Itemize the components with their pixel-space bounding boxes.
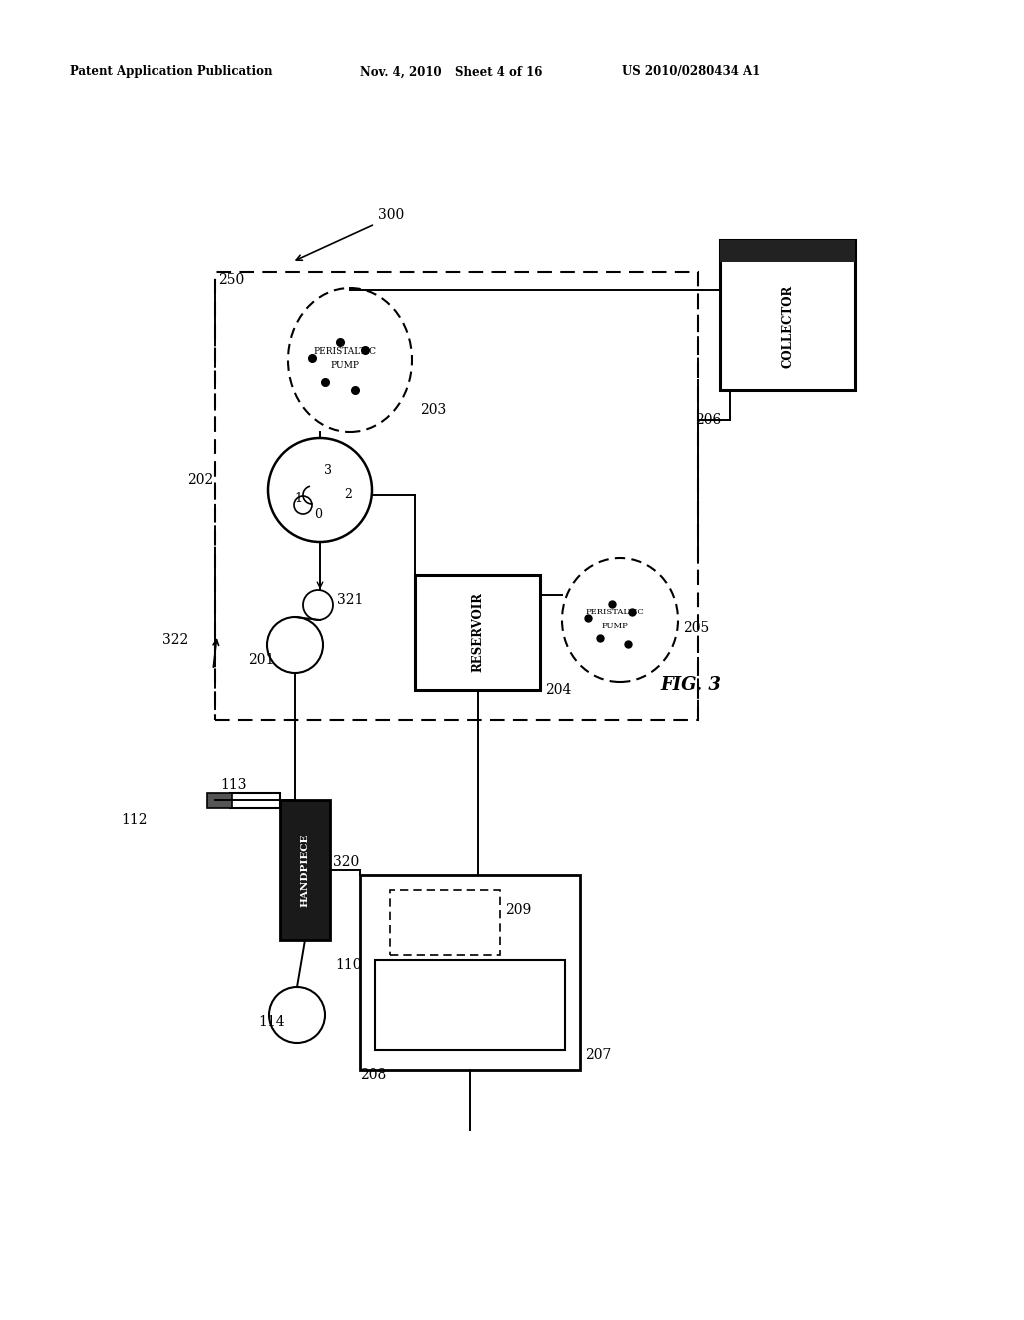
Text: 204: 204 bbox=[545, 682, 571, 697]
Text: 0: 0 bbox=[314, 508, 322, 521]
Text: Nov. 4, 2010: Nov. 4, 2010 bbox=[360, 66, 441, 78]
Text: RESERVOIR: RESERVOIR bbox=[471, 593, 484, 672]
Text: 203: 203 bbox=[420, 403, 446, 417]
Text: 1: 1 bbox=[294, 491, 302, 504]
Text: 321: 321 bbox=[337, 593, 364, 607]
Bar bbox=[415, 576, 540, 690]
Text: 207: 207 bbox=[585, 1048, 611, 1063]
Bar bbox=[230, 793, 280, 808]
Circle shape bbox=[294, 496, 312, 513]
Text: FIG. 3: FIG. 3 bbox=[660, 676, 721, 694]
Text: 208: 208 bbox=[360, 1068, 386, 1082]
Circle shape bbox=[268, 438, 372, 543]
Text: PUMP: PUMP bbox=[602, 622, 629, 630]
Text: 250: 250 bbox=[218, 273, 245, 286]
Bar bbox=[280, 800, 330, 940]
Text: 205: 205 bbox=[683, 620, 710, 635]
Bar bbox=[215, 272, 698, 719]
Text: US 2010/0280434 A1: US 2010/0280434 A1 bbox=[622, 66, 760, 78]
Text: 112: 112 bbox=[122, 813, 148, 828]
Text: 209: 209 bbox=[505, 903, 531, 917]
Text: COLLECTOR: COLLECTOR bbox=[781, 284, 794, 368]
Circle shape bbox=[303, 590, 333, 620]
Text: Patent Application Publication: Patent Application Publication bbox=[70, 66, 272, 78]
Text: 320: 320 bbox=[333, 855, 359, 869]
Bar bbox=[720, 240, 855, 389]
Text: PERISTALTIC: PERISTALTIC bbox=[313, 347, 377, 356]
Text: PERISTALTIC: PERISTALTIC bbox=[586, 609, 644, 616]
Bar bbox=[720, 240, 855, 261]
Text: 113: 113 bbox=[220, 777, 247, 792]
Circle shape bbox=[267, 616, 323, 673]
Bar bbox=[390, 890, 500, 954]
Bar bbox=[375, 960, 565, 1049]
Text: 2: 2 bbox=[344, 488, 352, 502]
Ellipse shape bbox=[288, 288, 412, 432]
Text: 201: 201 bbox=[248, 653, 274, 667]
Text: PUMP: PUMP bbox=[331, 362, 359, 371]
Circle shape bbox=[269, 987, 325, 1043]
Bar bbox=[207, 793, 232, 808]
Text: 110: 110 bbox=[335, 958, 361, 972]
Text: 114: 114 bbox=[258, 1015, 285, 1030]
Text: HANDPIECE: HANDPIECE bbox=[300, 833, 309, 907]
Text: 300: 300 bbox=[378, 209, 404, 222]
Text: 322: 322 bbox=[162, 634, 188, 647]
Text: 206: 206 bbox=[695, 413, 721, 426]
Text: 3: 3 bbox=[324, 463, 332, 477]
Ellipse shape bbox=[562, 558, 678, 682]
Text: Sheet 4 of 16: Sheet 4 of 16 bbox=[455, 66, 543, 78]
Text: 202: 202 bbox=[186, 473, 213, 487]
Bar bbox=[360, 875, 580, 1071]
